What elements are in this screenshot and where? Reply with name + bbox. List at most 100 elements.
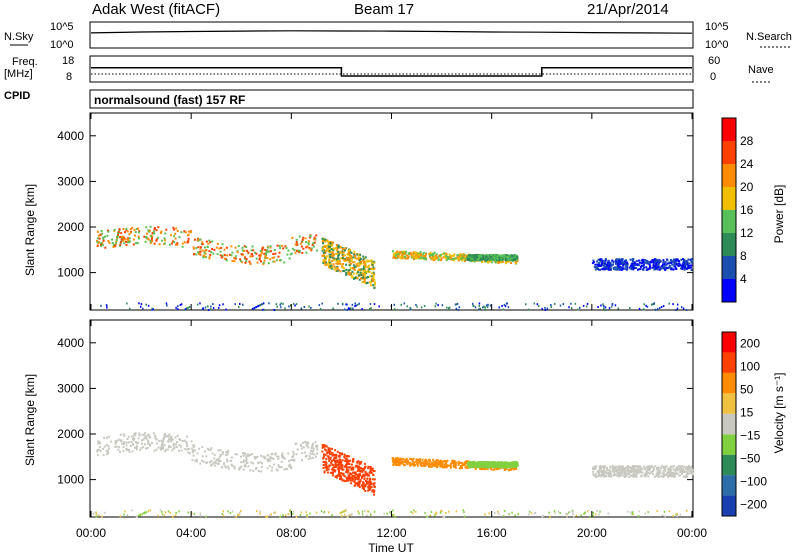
data-pixel — [330, 251, 333, 254]
data-pixel — [339, 475, 341, 478]
data-pixel — [625, 263, 627, 266]
data-pixel — [688, 472, 691, 475]
data-pixel — [335, 252, 338, 255]
data-pixel — [199, 462, 202, 465]
data-pixel — [438, 463, 441, 465]
data-pixel — [631, 465, 634, 467]
data-pixel — [323, 261, 326, 264]
ground-scatter-pixel — [140, 303, 143, 306]
data-pixel — [186, 445, 189, 448]
data-pixel — [594, 467, 597, 470]
data-pixel — [610, 473, 612, 476]
data-pixel — [473, 254, 476, 257]
data-pixel — [490, 254, 493, 257]
data-pixel — [345, 458, 348, 460]
ground-scatter-pixel — [157, 514, 159, 517]
ground-scatter-pixel — [455, 303, 458, 306]
data-pixel — [418, 458, 421, 461]
data-pixel — [323, 255, 326, 258]
data-pixel — [598, 265, 601, 267]
data-pixel — [197, 246, 200, 249]
data-pixel — [172, 442, 175, 445]
data-pixel — [335, 464, 337, 467]
data-pixel — [405, 457, 408, 460]
data-pixel — [264, 248, 267, 251]
xtick-label: 20:00 — [577, 526, 607, 540]
data-pixel — [350, 482, 353, 485]
data-pixel — [328, 258, 331, 261]
data-pixel — [121, 442, 124, 445]
data-pixel — [600, 262, 603, 265]
ground-scatter-pixel — [263, 308, 265, 311]
data-pixel — [464, 260, 466, 263]
data-pixel — [451, 460, 454, 463]
data-pixel — [486, 466, 489, 469]
data-pixel — [348, 459, 351, 462]
power-colorbar-tick: 12 — [740, 226, 754, 240]
data-pixel — [277, 255, 280, 258]
data-pixel — [312, 448, 315, 451]
data-pixel — [684, 470, 686, 473]
data-pixel — [120, 439, 123, 442]
data-pixel — [358, 262, 361, 265]
data-pixel — [227, 449, 229, 452]
data-pixel — [656, 264, 659, 267]
noise-sky-label: N.Sky — [4, 31, 34, 43]
data-pixel — [268, 459, 271, 462]
velocity-ytick-label: 4000 — [57, 336, 84, 350]
data-pixel — [277, 455, 280, 458]
data-pixel — [271, 452, 274, 455]
data-pixel — [351, 458, 354, 461]
data-pixel — [368, 480, 371, 482]
data-pixel — [616, 468, 619, 471]
data-pixel — [359, 467, 362, 469]
data-pixel — [425, 253, 427, 256]
data-pixel — [667, 469, 670, 472]
data-pixel — [344, 259, 347, 262]
data-pixel — [609, 471, 612, 474]
ground-scatter-pixel — [174, 514, 177, 517]
ground-scatter-pixel — [354, 302, 356, 305]
ground-scatter-pixel — [225, 308, 227, 311]
data-pixel — [438, 254, 441, 257]
cpid-panel-frame — [89, 89, 694, 109]
velocity-colorbar-label: Velocity [m s⁻¹] — [772, 372, 786, 453]
data-pixel — [473, 463, 475, 466]
data-pixel — [361, 486, 364, 489]
data-pixel — [227, 467, 230, 470]
data-pixel — [103, 445, 106, 448]
data-pixel — [592, 473, 595, 476]
data-pixel — [683, 465, 686, 468]
data-pixel — [412, 457, 415, 460]
data-pixel — [432, 458, 435, 461]
data-pixel — [604, 259, 607, 262]
data-pixel — [493, 253, 496, 256]
data-pixel — [605, 475, 608, 478]
ground-scatter-pixel — [126, 302, 128, 305]
data-pixel — [516, 256, 519, 259]
data-pixel — [329, 265, 332, 268]
data-pixel — [205, 455, 208, 458]
data-pixel — [602, 465, 605, 468]
data-pixel — [324, 256, 326, 259]
data-pixel — [605, 268, 608, 270]
data-pixel — [621, 465, 624, 468]
data-pixel — [358, 269, 361, 271]
data-pixel — [637, 259, 640, 262]
ground-scatter-pixel — [280, 302, 282, 305]
ground-scatter-pixel — [443, 515, 446, 518]
data-pixel — [275, 259, 278, 262]
data-pixel — [234, 257, 237, 260]
ground-scatter-pixel — [478, 308, 480, 311]
data-pixel — [130, 435, 133, 438]
data-pixel — [160, 448, 162, 451]
data-pixel — [169, 438, 172, 441]
data-pixel — [247, 465, 250, 468]
data-pixel — [675, 258, 678, 261]
data-pixel — [311, 452, 314, 455]
data-pixel — [241, 246, 244, 249]
data-pixel — [335, 247, 337, 250]
ground-scatter-pixel — [367, 510, 370, 513]
data-pixel — [345, 461, 348, 464]
data-pixel — [285, 467, 288, 470]
